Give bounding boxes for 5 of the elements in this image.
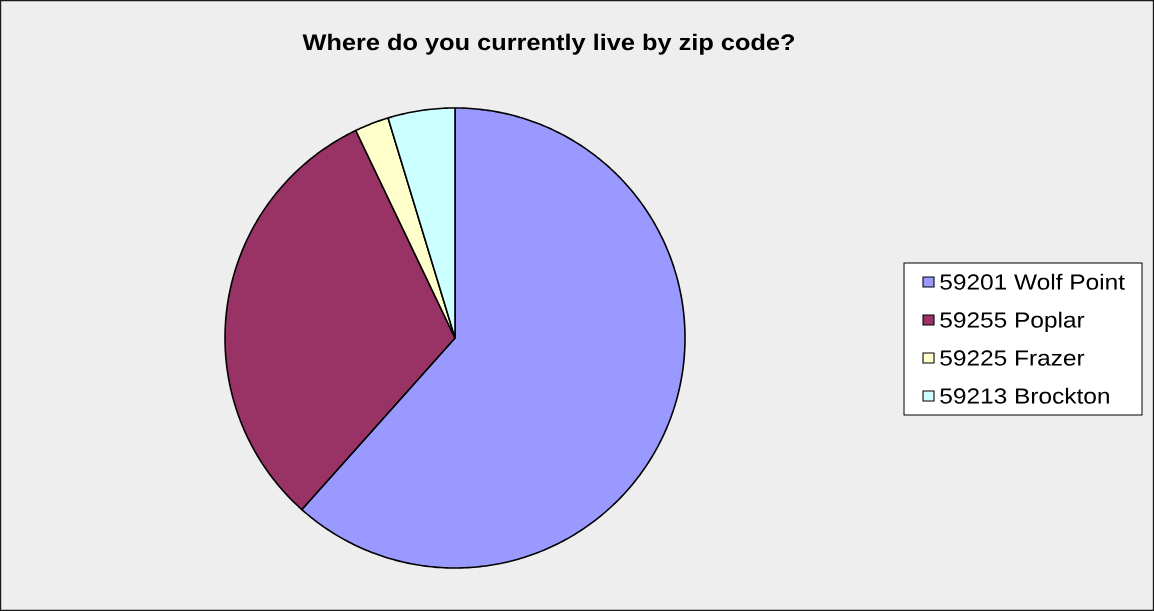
legend-label: 59225 Frazer <box>940 350 1085 366</box>
legend-label: 59255 Poplar <box>940 311 1085 333</box>
chart-title: Where do you currently live by zip code? <box>302 33 795 55</box>
legend-label: 59201 Wolf Point <box>940 273 1125 290</box>
legend-label: 59213 Brockton <box>940 387 1109 404</box>
